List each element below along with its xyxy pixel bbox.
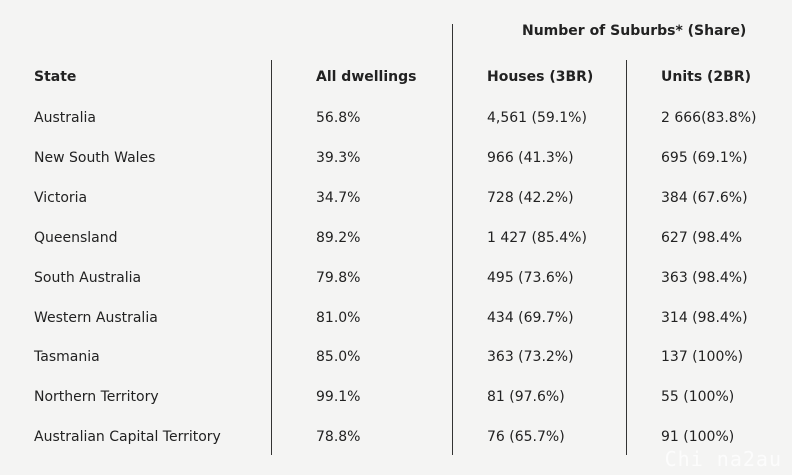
group-header-suburbs-share: Number of Suburbs* (Share) xyxy=(522,23,747,39)
cell-all-dwellings: 89.2% xyxy=(316,230,361,246)
cell-all-dwellings: 34.7% xyxy=(316,190,361,206)
cell-all-dwellings: 79.8% xyxy=(316,270,361,286)
cell-houses: 4,561 (59.1%) xyxy=(487,110,587,126)
column-header-all-dwellings: All dwellings xyxy=(316,69,417,85)
table-row: Northern Territory 99.1% 81 (97.6%) 55 (… xyxy=(0,387,792,407)
cell-units: 91 (100%) xyxy=(661,429,735,445)
cell-all-dwellings: 56.8% xyxy=(316,110,361,126)
cell-all-dwellings: 39.3% xyxy=(316,150,361,166)
cell-state: Tasmania xyxy=(34,349,100,365)
cell-houses: 495 (73.6%) xyxy=(487,270,574,286)
divider-dwellings-houses xyxy=(452,24,453,455)
cell-units: 627 (98.4% xyxy=(661,230,743,246)
column-header-houses: Houses (3BR) xyxy=(487,69,594,85)
cell-units: 363 (98.4%) xyxy=(661,270,748,286)
cell-units: 314 (98.4%) xyxy=(661,310,748,326)
column-header-state: State xyxy=(34,69,77,85)
cell-state: Victoria xyxy=(34,190,88,206)
cell-houses: 966 (41.3%) xyxy=(487,150,574,166)
divider-houses-units xyxy=(626,60,627,455)
table-row: Tasmania 85.0% 363 (73.2%) 137 (100%) xyxy=(0,347,792,367)
cell-state: South Australia xyxy=(34,270,142,286)
cell-houses: 81 (97.6%) xyxy=(487,389,565,405)
table-row: New South Wales 39.3% 966 (41.3%) 695 (6… xyxy=(0,148,792,168)
cell-houses: 1 427 (85.4%) xyxy=(487,230,587,246)
cell-state: New South Wales xyxy=(34,150,156,166)
table-row: Queensland 89.2% 1 427 (85.4%) 627 (98.4… xyxy=(0,228,792,248)
cell-houses: 434 (69.7%) xyxy=(487,310,574,326)
cell-units: 695 (69.1%) xyxy=(661,150,748,166)
cell-all-dwellings: 85.0% xyxy=(316,349,361,365)
watermark: Chi na2au xyxy=(664,447,782,471)
table-row: Australia 56.8% 4,561 (59.1%) 2 666(83.8… xyxy=(0,108,792,128)
cell-state: Australian Capital Territory xyxy=(34,429,221,445)
cell-state: Western Australia xyxy=(34,310,158,326)
cell-houses: 363 (73.2%) xyxy=(487,349,574,365)
table-row: Western Australia 81.0% 434 (69.7%) 314 … xyxy=(0,308,792,328)
cell-all-dwellings: 99.1% xyxy=(316,389,361,405)
divider-state-dwellings xyxy=(271,60,272,455)
cell-units: 55 (100%) xyxy=(661,389,735,405)
cell-houses: 76 (65.7%) xyxy=(487,429,565,445)
table-row: South Australia 79.8% 495 (73.6%) 363 (9… xyxy=(0,268,792,288)
table-row: Australian Capital Territory 78.8% 76 (6… xyxy=(0,427,792,447)
cell-units: 384 (67.6%) xyxy=(661,190,748,206)
column-header-units: Units (2BR) xyxy=(661,69,752,85)
cell-units: 137 (100%) xyxy=(661,349,744,365)
cell-state: Queensland xyxy=(34,230,118,246)
cell-houses: 728 (42.2%) xyxy=(487,190,574,206)
cell-state: Northern Territory xyxy=(34,389,159,405)
cell-state: Australia xyxy=(34,110,96,126)
cell-units: 2 666(83.8%) xyxy=(661,110,757,126)
cell-all-dwellings: 81.0% xyxy=(316,310,361,326)
table-row: Victoria 34.7% 728 (42.2%) 384 (67.6%) xyxy=(0,188,792,208)
cell-all-dwellings: 78.8% xyxy=(316,429,361,445)
